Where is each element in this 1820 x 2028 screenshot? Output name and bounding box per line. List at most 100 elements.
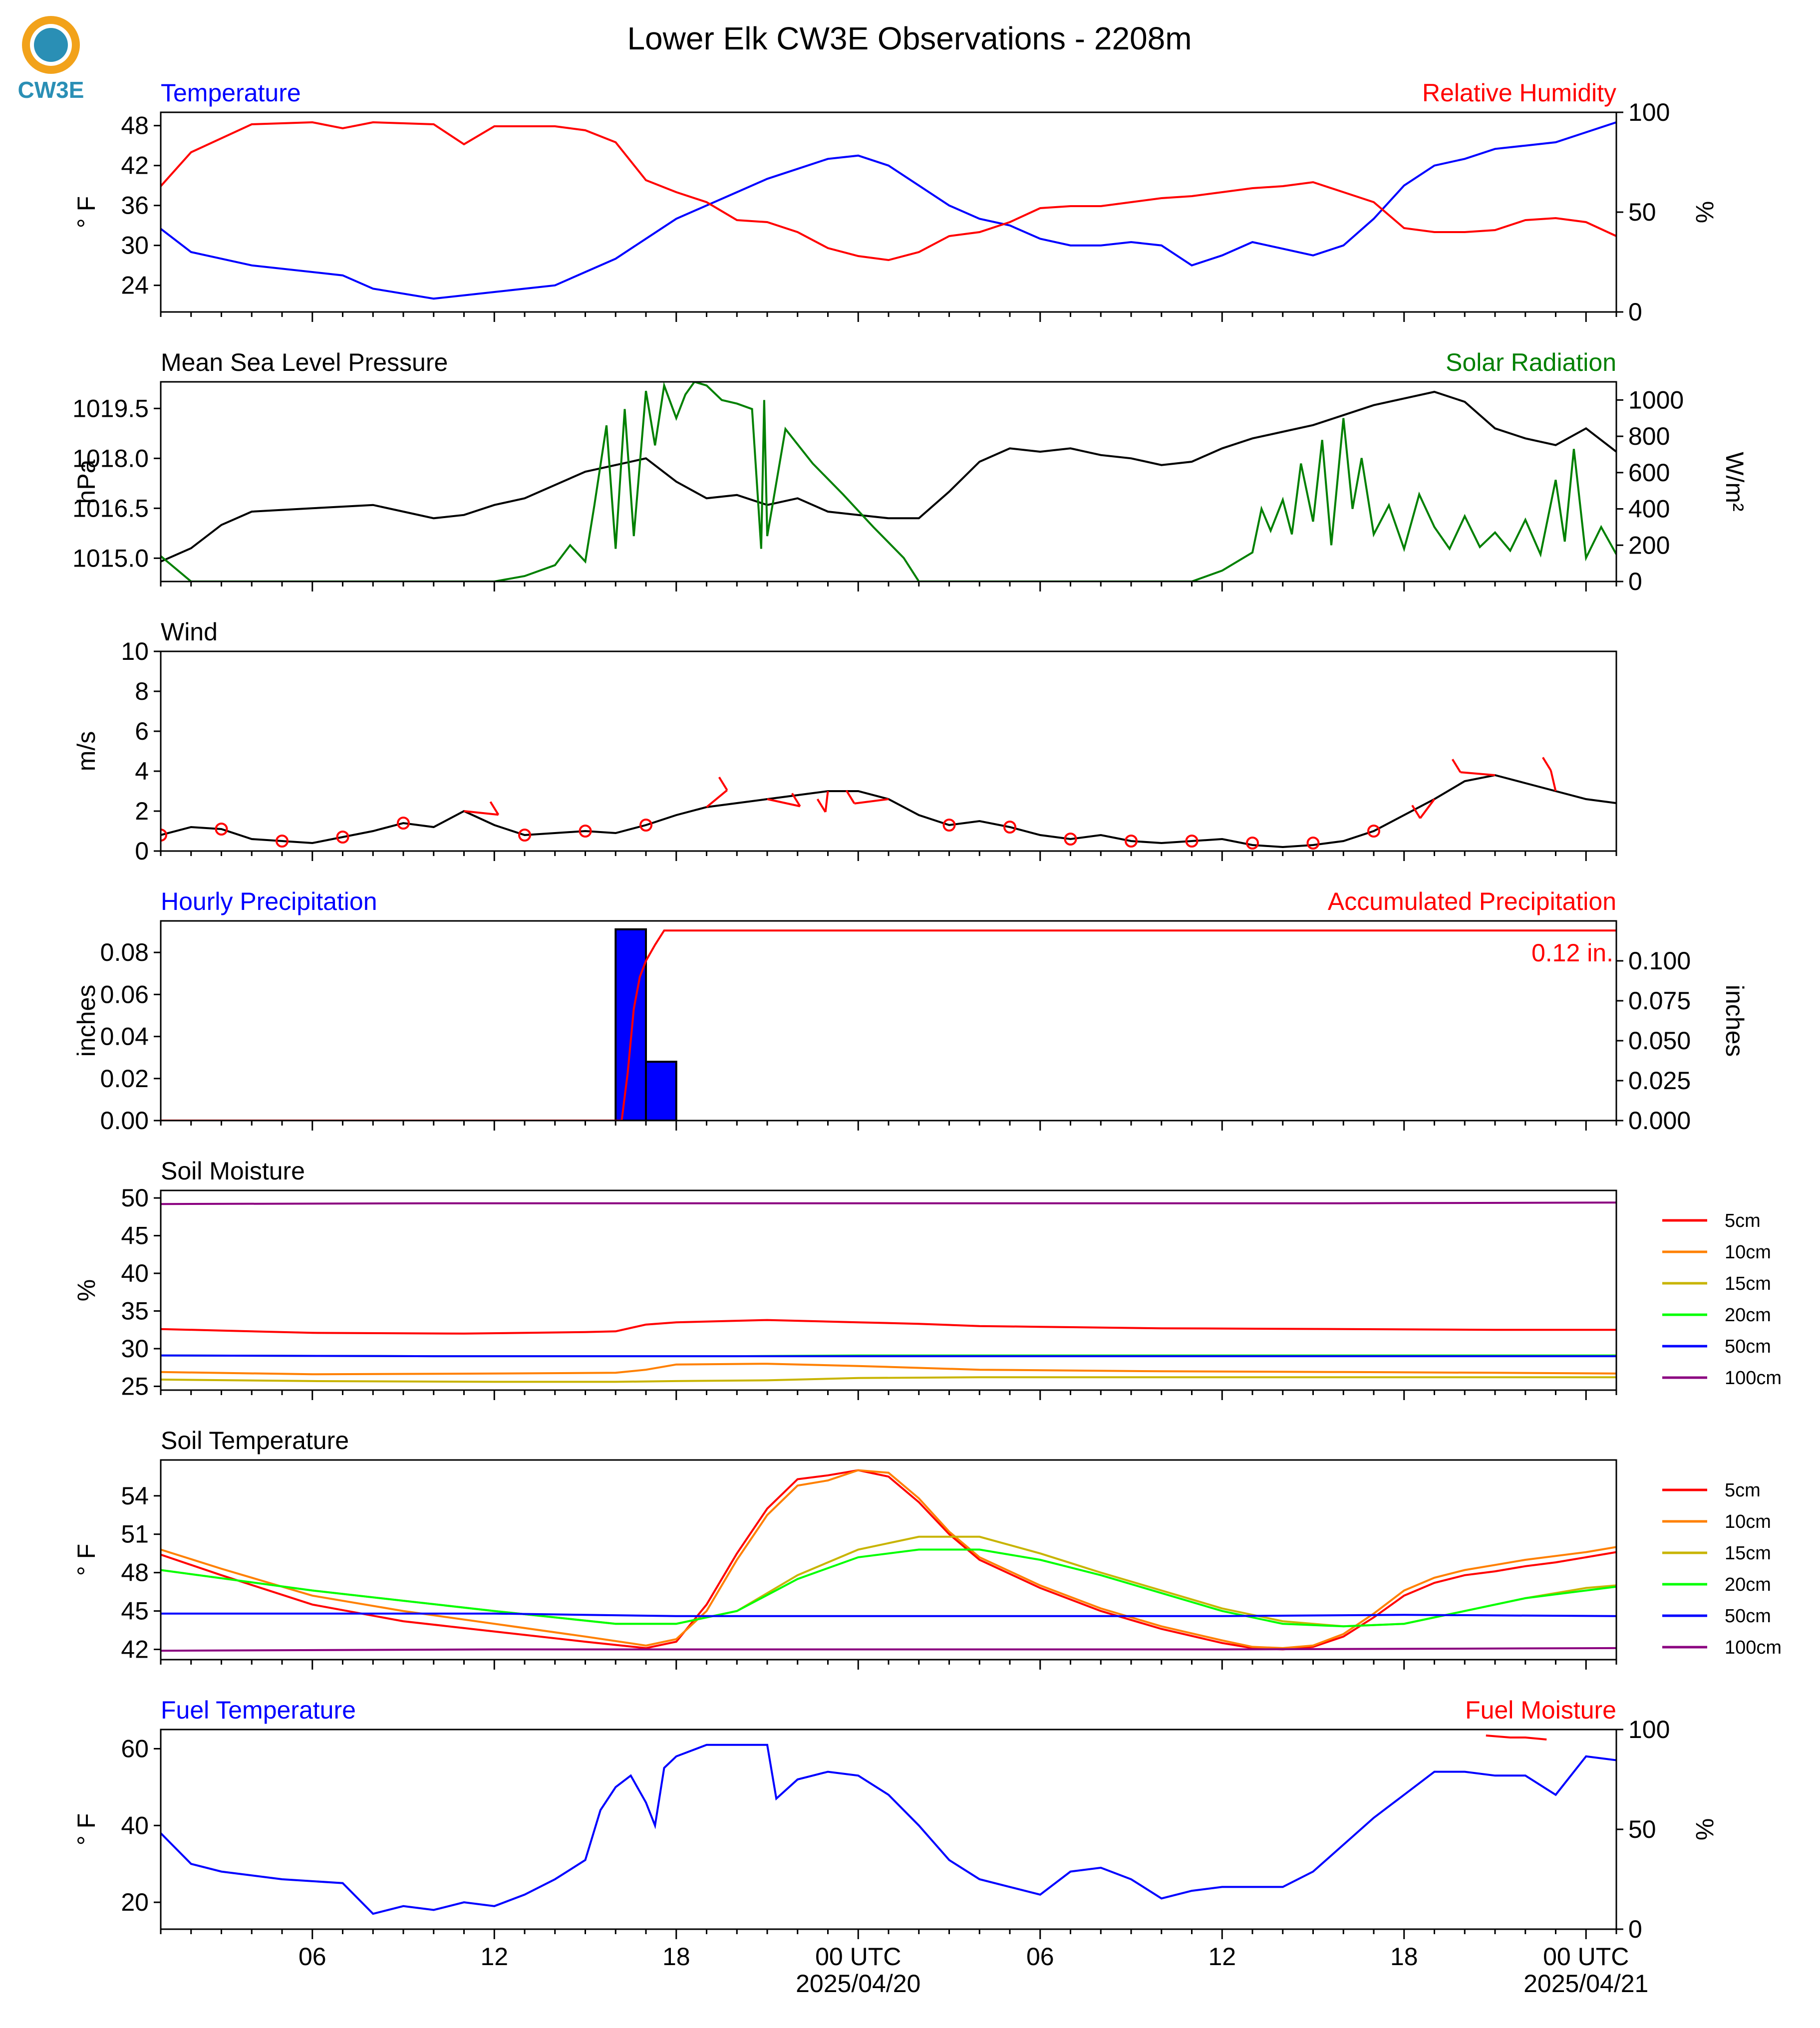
y2-axis-label: % — [1691, 201, 1719, 223]
y-tick-label: 51 — [121, 1520, 149, 1548]
panel-temp_rh: Temperature Relative Humidity 24 30 36 42 48 ° … — [72, 79, 1719, 326]
legend-label: 5cm — [1725, 1480, 1761, 1501]
panel-title: Hourly Precipitation — [161, 887, 377, 915]
wind-calm-marker — [1064, 833, 1077, 846]
panel-title: Temperature — [161, 79, 301, 107]
panel-right-title: Accumulated Precipitation — [1328, 887, 1616, 915]
y-tick-label: 30 — [121, 232, 149, 260]
logo-drop-icon — [34, 28, 68, 62]
y-tick-label: 60 — [121, 1735, 149, 1762]
plot-data — [161, 1469, 1616, 1652]
panel-title: Mean Sea Level Pressure — [161, 348, 448, 376]
series-line-relative-humidity — [161, 121, 1616, 262]
legend-label: 20cm — [1725, 1574, 1771, 1595]
plot-data — [161, 1735, 1616, 1915]
wind-barb-flag — [816, 798, 827, 813]
y2-axis-label: % — [1691, 1818, 1719, 1840]
x-tick-label: 12 — [1208, 1943, 1236, 1971]
series-line-solar-radiation — [161, 382, 1616, 581]
legend-label: 5cm — [1725, 1210, 1761, 1231]
y-tick-label: 0.08 — [100, 938, 149, 966]
y-tick-label: 42 — [121, 152, 149, 180]
legend: 5cm 10cm 15cm 20cm 50cm 100cm — [1662, 1480, 1782, 1658]
figure-title: Lower Elk CW3E Observations - 2208m — [627, 20, 1192, 56]
y2-tick-label: 0.100 — [1628, 947, 1691, 975]
y-tick-label: 6 — [135, 717, 149, 745]
legend-label: 10cm — [1725, 1511, 1771, 1532]
y-tick-label: 40 — [121, 1811, 149, 1839]
wind-calm-marker — [518, 829, 531, 842]
legend-label: 15cm — [1725, 1273, 1771, 1294]
legend-label: 50cm — [1725, 1606, 1771, 1627]
wind-calm-marker — [639, 819, 652, 832]
y-tick-label: 0.02 — [100, 1065, 149, 1093]
x-tick-label: 18 — [1390, 1943, 1418, 1971]
y-tick-label: 0.00 — [100, 1107, 149, 1135]
y-axis-label: m/s — [72, 731, 100, 772]
x-tick-label: 18 — [662, 1943, 690, 1971]
wind-barb-flag — [845, 790, 856, 804]
y-tick-label: 4 — [135, 757, 149, 785]
panel-fuel: Fuel Temperature Fuel Moisture 20 40 60 ° F 0 5… — [72, 1696, 1719, 1943]
date-label: 2025/04/21 — [1523, 1970, 1648, 1998]
wind-barb-flag — [718, 776, 728, 791]
y-tick-label: 1018.0 — [72, 444, 149, 472]
y2-tick-label: 0.000 — [1628, 1107, 1691, 1135]
y-tick-label: 50 — [121, 1184, 149, 1212]
wind-calm-marker — [1003, 821, 1016, 834]
y2-axis-label: inches — [1721, 985, 1749, 1057]
y-tick-label: 24 — [121, 272, 149, 299]
panel-wind: Wind 0 2 4 6 8 10 m/s — [72, 618, 1617, 865]
wind-barb — [1460, 771, 1496, 776]
y-tick-label: 0 — [135, 837, 149, 865]
y-tick-label: 40 — [121, 1259, 149, 1287]
legend-label: 100cm — [1725, 1368, 1782, 1389]
wind-calm-marker — [1125, 835, 1138, 848]
wind-calm-marker — [1185, 835, 1199, 848]
wind-calm-marker — [942, 819, 956, 832]
x-tick-label: 00 UTC — [1543, 1943, 1629, 1971]
wind-calm-marker — [161, 829, 167, 842]
series-line-fuel-temperature — [161, 1743, 1616, 1915]
panel-title: Wind — [161, 618, 218, 646]
y-axis-label: ° F — [72, 1813, 100, 1845]
wind-barb — [706, 789, 728, 808]
legend-label: 20cm — [1725, 1305, 1771, 1326]
y2-tick-label: 600 — [1628, 459, 1670, 487]
y-axis-label: ° F — [72, 1544, 100, 1576]
panel-precip: Hourly Precipitation Accumulated Precipit… — [72, 887, 1749, 1135]
wind-barb — [824, 791, 829, 813]
plot-data — [161, 1201, 1616, 1383]
y2-axis-label: W/m² — [1721, 452, 1749, 511]
wind-barb-flag — [791, 793, 801, 807]
y2-tick-label: 1000 — [1628, 386, 1684, 414]
y2-tick-label: 100 — [1628, 98, 1670, 126]
plot-data — [161, 757, 1616, 850]
accum-line — [161, 929, 1616, 1121]
series-line-50cm — [161, 1354, 1616, 1358]
y-tick-label: 35 — [121, 1297, 149, 1325]
panel-right-title: Solar Radiation — [1446, 348, 1616, 376]
panel-right-title: Relative Humidity — [1422, 79, 1616, 107]
x-tick-label: 06 — [299, 1943, 326, 1971]
panel-title: Soil Temperature — [161, 1427, 349, 1454]
y-axis-label: % — [72, 1279, 100, 1301]
y2-tick-label: 800 — [1628, 422, 1670, 450]
y-tick-label: 1019.5 — [72, 394, 149, 422]
plot-data — [161, 382, 1616, 581]
y-tick-label: 42 — [121, 1635, 149, 1663]
plot-data — [161, 928, 1616, 1121]
wind-calm-marker — [1246, 837, 1259, 850]
y2-tick-label: 0 — [1628, 298, 1642, 326]
date-label: 2025/04/20 — [796, 1970, 920, 1998]
wind-barb-flag — [489, 801, 500, 816]
y-tick-label: 2 — [135, 797, 149, 825]
y-tick-label: 0.06 — [100, 980, 149, 1008]
panels: Temperature Relative Humidity2430364248° … — [72, 79, 1782, 1998]
wind-barb — [1549, 770, 1557, 792]
wind-barb — [767, 798, 801, 808]
panel-right-title: Fuel Moisture — [1465, 1696, 1616, 1724]
y-tick-label: 0.04 — [100, 1023, 149, 1051]
wind-barb-flag — [1411, 805, 1421, 819]
